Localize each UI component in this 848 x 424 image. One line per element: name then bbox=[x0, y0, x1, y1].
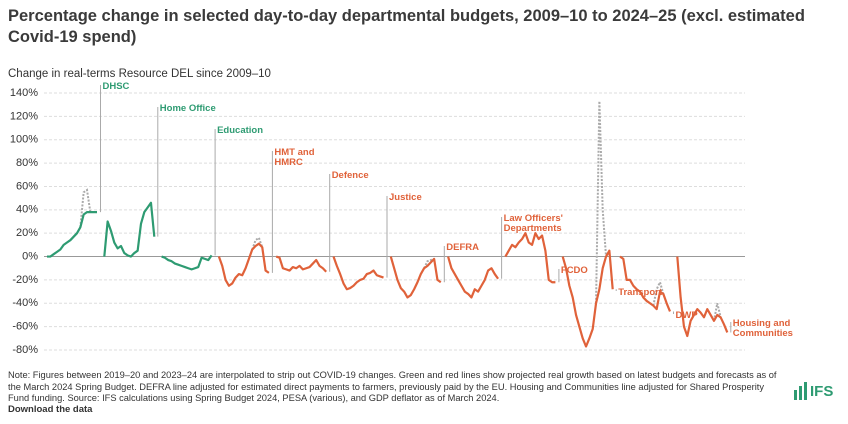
series-label: HMT and HMRC bbox=[274, 147, 315, 168]
y-tick-label: 140% bbox=[10, 87, 38, 99]
y-tick-label: -60% bbox=[12, 321, 38, 333]
series-label: FCDO bbox=[560, 265, 588, 276]
chart: -80% -60% -40% -20% 0% 20% 40% 60% 80% 100% 120% 14… bbox=[10, 85, 745, 356]
series-label: Education bbox=[217, 125, 264, 136]
series-label: Law Officers' Departments bbox=[503, 213, 563, 234]
chart-title: Percentage change in selected day-to-day… bbox=[8, 7, 805, 46]
y-tick-label: 0% bbox=[22, 250, 38, 262]
y-tick-label: 60% bbox=[16, 180, 38, 192]
series-label: Defence bbox=[331, 170, 369, 181]
y-tick-label: 80% bbox=[16, 157, 38, 169]
series-line bbox=[389, 256, 442, 299]
y-tick-label: 40% bbox=[16, 204, 38, 216]
covid-line bbox=[652, 279, 665, 306]
series-label: DEFRA bbox=[446, 242, 480, 253]
series-label: Justice bbox=[389, 192, 422, 203]
covid-line bbox=[79, 188, 92, 228]
series-line bbox=[447, 256, 499, 299]
covid-line bbox=[595, 101, 608, 304]
covid-line bbox=[712, 303, 722, 321]
series-line bbox=[332, 256, 384, 291]
series-line bbox=[504, 232, 556, 284]
series-line bbox=[217, 242, 270, 287]
series-line bbox=[561, 249, 614, 348]
series-label: Home Office bbox=[159, 103, 216, 114]
note: Note: Figures between 2019–20 and 2023–2… bbox=[8, 370, 777, 403]
y-tick-label: -80% bbox=[12, 344, 38, 356]
y-tick-label: -20% bbox=[12, 274, 38, 286]
series-line bbox=[47, 211, 97, 258]
series-label: Transport bbox=[618, 287, 662, 298]
covid-line bbox=[423, 257, 435, 269]
covid-line bbox=[251, 236, 264, 250]
series-line bbox=[619, 255, 672, 312]
y-tick-label: -40% bbox=[12, 297, 38, 309]
series-line bbox=[103, 201, 156, 258]
logo: IFS bbox=[810, 383, 834, 400]
series-label: Housing and Communities bbox=[732, 318, 793, 339]
y-axis-label: Change in real-terms Resource DEL since … bbox=[8, 68, 271, 80]
download-link[interactable]: Download the data bbox=[8, 404, 93, 415]
series-line bbox=[676, 256, 729, 338]
y-tick-label: 100% bbox=[10, 134, 38, 146]
series-line bbox=[275, 255, 327, 273]
y-tick-label: 20% bbox=[16, 227, 38, 239]
y-tick-label: 120% bbox=[10, 110, 38, 122]
logo-icon bbox=[794, 382, 807, 400]
series-label: DHSC bbox=[102, 81, 130, 92]
series-line bbox=[161, 254, 213, 271]
series-label: DWP bbox=[675, 310, 698, 321]
